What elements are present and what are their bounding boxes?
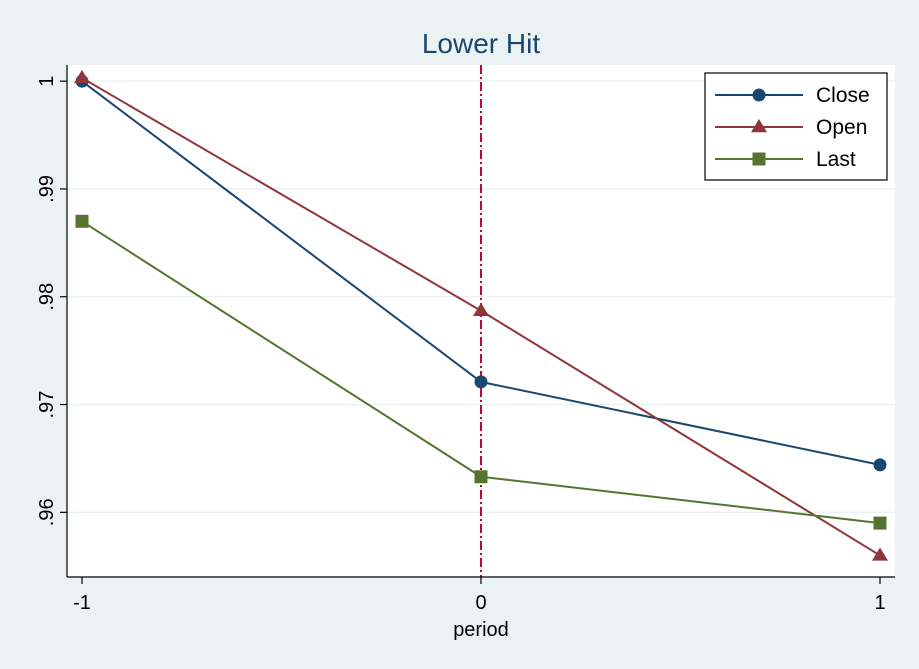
- x-tick-label: -1: [73, 592, 91, 614]
- y-tick-label: .98: [36, 283, 58, 311]
- series-group: [74, 69, 888, 561]
- x-tick-label: 0: [475, 592, 486, 614]
- chart-title: Lower Hit: [422, 28, 540, 59]
- legend-marker: [752, 152, 766, 166]
- legend-marker: [751, 119, 767, 133]
- axes: 1 .99 .98 .97 .96 -1 0 1: [36, 65, 895, 614]
- data-point-last: [873, 516, 887, 530]
- data-point-last: [75, 214, 89, 228]
- legend-item-last: Last: [715, 148, 856, 171]
- data-point-open: [473, 302, 489, 316]
- x-axis-title: period: [453, 619, 509, 641]
- series-last: [75, 214, 887, 530]
- x-tick-label: 1: [874, 592, 885, 614]
- y-tick-label: .97: [36, 391, 58, 419]
- y-tick-label: 1: [36, 76, 58, 87]
- legend-marker: [752, 88, 766, 102]
- y-tick-label: .99: [36, 175, 58, 203]
- legend-item-open: Open: [715, 116, 867, 139]
- grid-lines: [67, 80, 895, 514]
- data-point-last: [474, 470, 488, 484]
- data-point-close: [474, 375, 488, 389]
- legend-item-close: Close: [715, 84, 870, 107]
- series-open: [74, 69, 888, 561]
- data-point-close: [873, 458, 887, 472]
- legend-label: Last: [816, 148, 856, 171]
- legend-label: Open: [816, 116, 867, 139]
- legend: Close Open Last: [704, 72, 888, 181]
- data-point-open: [872, 547, 888, 561]
- y-tick-label: .96: [36, 498, 58, 526]
- data-point-open: [74, 69, 90, 84]
- legend-label: Close: [816, 84, 870, 107]
